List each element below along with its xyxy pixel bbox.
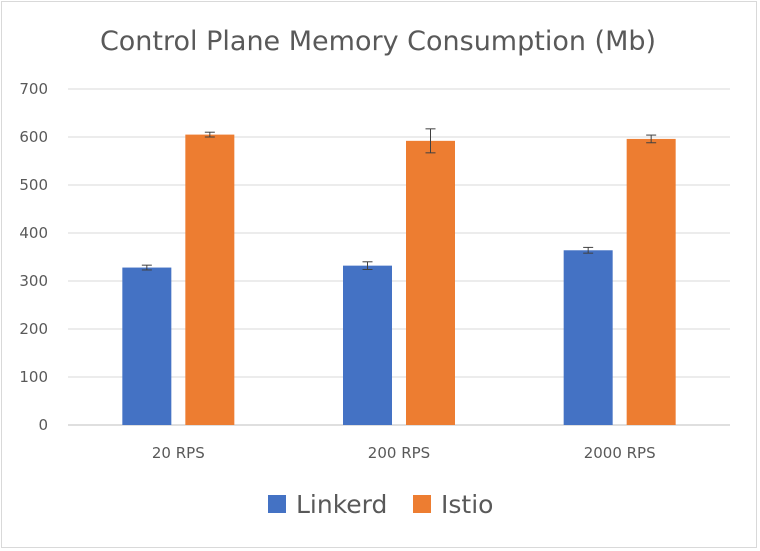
error-bar-istio-2 — [425, 128, 436, 154]
x-axis-ticks: 20 RPS 200 RPS 2000 RPS — [152, 444, 656, 462]
bar-linkerd-1 — [122, 267, 172, 425]
bar-istio-3 — [626, 138, 676, 426]
legend-swatch — [268, 495, 286, 513]
error-bar-linkerd-1 — [141, 264, 152, 271]
gridlines — [68, 88, 730, 426]
legend: Linkerd Istio — [268, 490, 493, 519]
chart-title: Control Plane Memory Consumption (Mb) — [100, 26, 656, 57]
x-tick-label: 2000 RPS — [584, 444, 656, 462]
error-bar-linkerd-2 — [362, 261, 373, 270]
bar-linkerd-2 — [343, 265, 392, 425]
y-tick-label: 0 — [38, 416, 48, 434]
legend-label: Linkerd — [296, 490, 387, 519]
error-bar-linkerd-3 — [583, 246, 594, 254]
y-tick-label: 200 — [19, 320, 48, 338]
error-bar-istio-1 — [204, 131, 215, 138]
y-tick-label: 100 — [19, 368, 48, 386]
x-tick-label: 200 RPS — [368, 444, 430, 462]
y-tick-label: 300 — [19, 272, 48, 290]
bar-linkerd-3 — [563, 250, 613, 425]
bar-istio-1 — [185, 134, 235, 425]
legend-item-istio: Istio — [413, 490, 493, 519]
bar-istio-2 — [406, 140, 455, 425]
x-tick-label: 20 RPS — [152, 444, 205, 462]
error-bar-istio-3 — [646, 134, 657, 144]
bars — [122, 128, 676, 426]
legend-label: Istio — [441, 490, 493, 519]
y-tick-label: 400 — [19, 224, 48, 242]
y-tick-label: 700 — [19, 80, 48, 98]
y-axis-ticks: 0 100 200 300 400 500 600 700 — [19, 80, 48, 434]
y-tick-label: 600 — [19, 128, 48, 146]
y-tick-label: 500 — [19, 176, 48, 194]
legend-swatch — [413, 495, 431, 513]
legend-item-linkerd: Linkerd — [268, 490, 387, 519]
